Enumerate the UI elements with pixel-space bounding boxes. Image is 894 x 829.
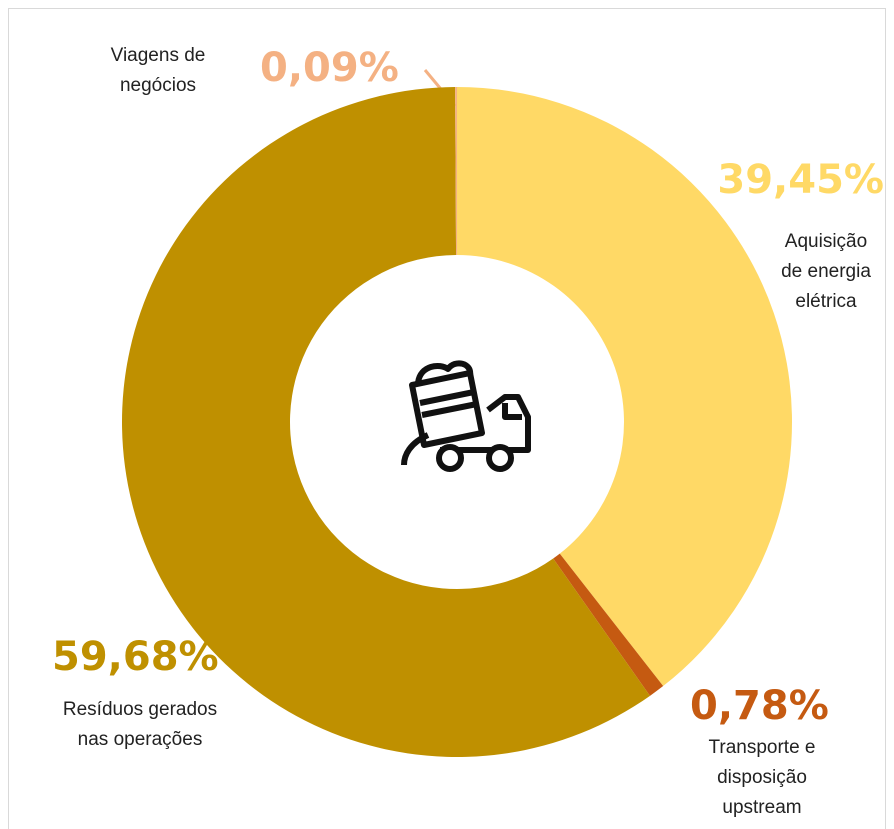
slices	[121, 87, 793, 758]
category-label: Resíduos gerados nas operações	[62, 699, 218, 750]
category-label: Viagens de negócios	[110, 45, 206, 96]
donut-slice	[121, 87, 650, 758]
category-label: Transporte e disposição upstream	[708, 737, 816, 818]
truck-icon	[401, 360, 531, 472]
donut-slice	[455, 87, 457, 256]
value-label: 0,78%	[690, 683, 829, 729]
value-label: 0,09%	[260, 45, 399, 91]
value-label: 39,45%	[717, 157, 884, 203]
value-label: 59,68%	[52, 634, 219, 680]
category-label: Aquisição de energia elétrica	[781, 231, 871, 312]
chart-border	[8, 8, 886, 829]
donut-slice	[553, 553, 664, 696]
donut-slice	[457, 87, 793, 687]
